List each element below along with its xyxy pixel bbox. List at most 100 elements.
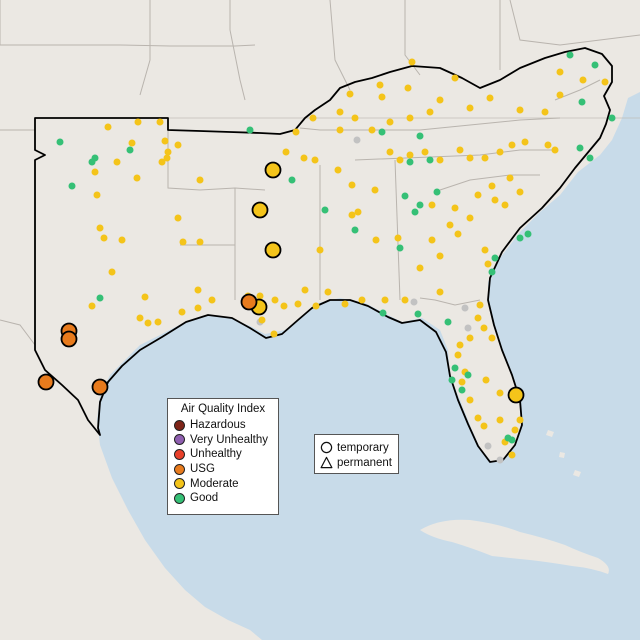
monitor-moderate[interactable] bbox=[368, 126, 376, 134]
monitor-moderate[interactable] bbox=[108, 268, 116, 276]
monitor-moderate[interactable] bbox=[466, 396, 474, 404]
monitor-moderate[interactable] bbox=[456, 341, 464, 349]
monitor-moderate[interactable] bbox=[466, 214, 474, 222]
monitor-moderate[interactable] bbox=[334, 166, 342, 174]
monitor-moderate[interactable] bbox=[436, 156, 444, 164]
monitor-moderate[interactable] bbox=[521, 138, 529, 146]
monitor-moderate[interactable] bbox=[336, 126, 344, 134]
monitor-moderate[interactable] bbox=[196, 238, 204, 246]
monitor-no-data[interactable] bbox=[496, 456, 504, 464]
monitor-good[interactable] bbox=[351, 226, 359, 234]
monitor-no-data[interactable] bbox=[461, 304, 469, 312]
monitor-moderate[interactable] bbox=[316, 246, 324, 254]
monitor-good[interactable] bbox=[591, 61, 599, 69]
monitor-moderate[interactable] bbox=[482, 376, 490, 384]
monitor-moderate[interactable] bbox=[501, 201, 509, 209]
monitor-moderate[interactable] bbox=[506, 174, 514, 182]
monitor-moderate[interactable] bbox=[508, 451, 516, 459]
monitor-good[interactable] bbox=[448, 376, 456, 384]
monitor-moderate[interactable] bbox=[486, 94, 494, 102]
monitor-moderate[interactable] bbox=[174, 214, 182, 222]
monitor-good[interactable] bbox=[508, 436, 516, 444]
monitor-moderate[interactable] bbox=[406, 151, 414, 159]
monitor-moderate[interactable] bbox=[511, 426, 519, 434]
monitor-good[interactable] bbox=[451, 364, 459, 372]
monitor-no-data[interactable] bbox=[484, 442, 492, 450]
monitor-moderate[interactable] bbox=[451, 204, 459, 212]
monitor-good[interactable] bbox=[126, 146, 134, 154]
monitor-moderate[interactable] bbox=[178, 308, 186, 316]
monitor-good[interactable] bbox=[608, 114, 616, 122]
monitor-moderate[interactable] bbox=[496, 148, 504, 156]
monitor-no-data[interactable] bbox=[464, 324, 472, 332]
temporary-monitor-usg[interactable] bbox=[60, 330, 78, 348]
monitor-moderate[interactable] bbox=[164, 148, 172, 156]
monitor-moderate[interactable] bbox=[474, 314, 482, 322]
monitor-moderate[interactable] bbox=[466, 104, 474, 112]
monitor-moderate[interactable] bbox=[476, 301, 484, 309]
monitor-moderate[interactable] bbox=[381, 296, 389, 304]
temporary-monitor-moderate[interactable] bbox=[251, 201, 269, 219]
temporary-monitor-moderate[interactable] bbox=[507, 386, 525, 404]
monitor-moderate[interactable] bbox=[601, 78, 609, 86]
monitor-good[interactable] bbox=[586, 154, 594, 162]
monitor-moderate[interactable] bbox=[396, 156, 404, 164]
monitor-moderate[interactable] bbox=[488, 182, 496, 190]
monitor-moderate[interactable] bbox=[404, 84, 412, 92]
monitor-good[interactable] bbox=[416, 201, 424, 209]
temporary-monitor-moderate[interactable] bbox=[264, 161, 282, 179]
monitor-good[interactable] bbox=[88, 158, 96, 166]
monitor-moderate[interactable] bbox=[496, 389, 504, 397]
monitor-moderate[interactable] bbox=[309, 114, 317, 122]
monitor-moderate[interactable] bbox=[456, 146, 464, 154]
monitor-moderate[interactable] bbox=[348, 211, 356, 219]
monitor-moderate[interactable] bbox=[174, 141, 182, 149]
monitor-moderate[interactable] bbox=[516, 106, 524, 114]
temporary-monitor-usg[interactable] bbox=[37, 373, 55, 391]
monitor-moderate[interactable] bbox=[300, 154, 308, 162]
monitor-moderate[interactable] bbox=[141, 293, 149, 301]
monitor-moderate[interactable] bbox=[428, 236, 436, 244]
monitor-good[interactable] bbox=[578, 98, 586, 106]
monitor-moderate[interactable] bbox=[484, 260, 492, 268]
monitor-moderate[interactable] bbox=[426, 108, 434, 116]
monitor-good[interactable] bbox=[416, 132, 424, 140]
monitor-moderate[interactable] bbox=[154, 318, 162, 326]
monitor-moderate[interactable] bbox=[372, 236, 380, 244]
monitor-moderate[interactable] bbox=[346, 90, 354, 98]
monitor-moderate[interactable] bbox=[386, 148, 394, 156]
monitor-moderate[interactable] bbox=[194, 286, 202, 294]
monitor-moderate[interactable] bbox=[256, 292, 264, 300]
monitor-moderate[interactable] bbox=[348, 181, 356, 189]
monitor-moderate[interactable] bbox=[208, 296, 216, 304]
monitor-moderate[interactable] bbox=[416, 264, 424, 272]
monitor-moderate[interactable] bbox=[436, 288, 444, 296]
monitor-moderate[interactable] bbox=[446, 221, 454, 229]
temporary-monitor-moderate[interactable] bbox=[264, 241, 282, 259]
monitor-moderate[interactable] bbox=[428, 201, 436, 209]
monitor-moderate[interactable] bbox=[336, 108, 344, 116]
monitor-moderate[interactable] bbox=[458, 378, 466, 386]
monitor-no-data[interactable] bbox=[353, 136, 361, 144]
monitor-moderate[interactable] bbox=[292, 128, 300, 136]
monitor-moderate[interactable] bbox=[270, 330, 278, 338]
monitor-good[interactable] bbox=[524, 230, 532, 238]
monitor-moderate[interactable] bbox=[544, 141, 552, 149]
monitor-moderate[interactable] bbox=[480, 422, 488, 430]
monitor-moderate[interactable] bbox=[93, 191, 101, 199]
temporary-monitor-usg[interactable] bbox=[240, 293, 258, 311]
monitor-moderate[interactable] bbox=[516, 416, 524, 424]
monitor-moderate[interactable] bbox=[96, 224, 104, 232]
monitor-moderate[interactable] bbox=[258, 316, 266, 324]
monitor-good[interactable] bbox=[411, 208, 419, 216]
monitor-moderate[interactable] bbox=[194, 304, 202, 312]
monitor-moderate[interactable] bbox=[451, 74, 459, 82]
monitor-good[interactable] bbox=[414, 310, 422, 318]
monitor-moderate[interactable] bbox=[454, 351, 462, 359]
monitor-moderate[interactable] bbox=[371, 186, 379, 194]
monitor-moderate[interactable] bbox=[481, 154, 489, 162]
monitor-good[interactable] bbox=[321, 206, 329, 214]
monitor-moderate[interactable] bbox=[556, 68, 564, 76]
monitor-moderate[interactable] bbox=[376, 81, 384, 89]
